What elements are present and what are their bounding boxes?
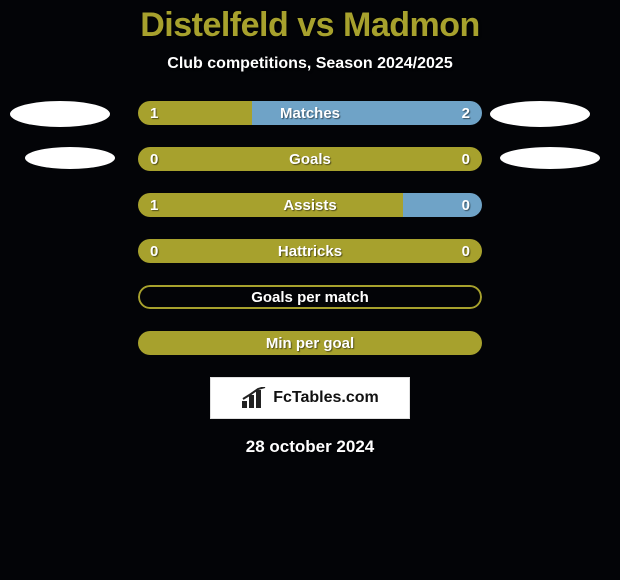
stat-value-left: 1 — [150, 101, 158, 125]
stat-row-min-per-goal: Min per goal — [138, 331, 482, 355]
stat-value-right: 0 — [462, 239, 470, 263]
date-text: 28 october 2024 — [0, 437, 620, 457]
subtitle: Club competitions, Season 2024/2025 — [0, 55, 620, 73]
stat-label: Goals per match — [138, 285, 482, 309]
comparison-title: Distelfeld vs Madmon — [0, 0, 620, 45]
stat-value-left: 1 — [150, 193, 158, 217]
shirt-ellipse-right-top — [490, 101, 590, 127]
stat-label: Goals — [138, 147, 482, 171]
shirt-ellipse-left-top — [10, 101, 110, 127]
stat-row-goals-per-match: Goals per match — [138, 285, 482, 309]
shirt-ellipse-left-bot — [25, 147, 115, 169]
stat-row-goals: Goals0 0 — [138, 147, 482, 171]
stat-label: Assists — [138, 193, 482, 217]
player-b-name: Madmon — [343, 6, 480, 44]
shirt-ellipse-right-bot — [500, 147, 600, 169]
stat-row-assists: Assists1 0 — [138, 193, 482, 217]
vs-text: vs — [297, 6, 334, 44]
stats-area: Matches12Goals00Assists10Hattricks00Goal… — [0, 101, 620, 355]
player-a-name: Distelfeld — [140, 6, 288, 44]
stat-value-right: 2 — [462, 101, 470, 125]
stat-value-right: 0 — [462, 147, 470, 171]
stat-label: Min per goal — [138, 331, 482, 355]
stat-value-left: 0 — [150, 147, 158, 171]
stat-value-left: 0 — [150, 239, 158, 263]
stat-value-right: 0 — [462, 193, 470, 217]
bars-icon — [241, 387, 267, 409]
badge-text: FcTables.com — [273, 389, 379, 407]
stat-label: Hattricks — [138, 239, 482, 263]
stat-label: Matches — [138, 101, 482, 125]
stat-row-hattricks: Hattricks0 0 — [138, 239, 482, 263]
stat-row-matches: Matches1 2 — [138, 101, 482, 125]
fctables-badge[interactable]: FcTables.com — [210, 377, 410, 419]
